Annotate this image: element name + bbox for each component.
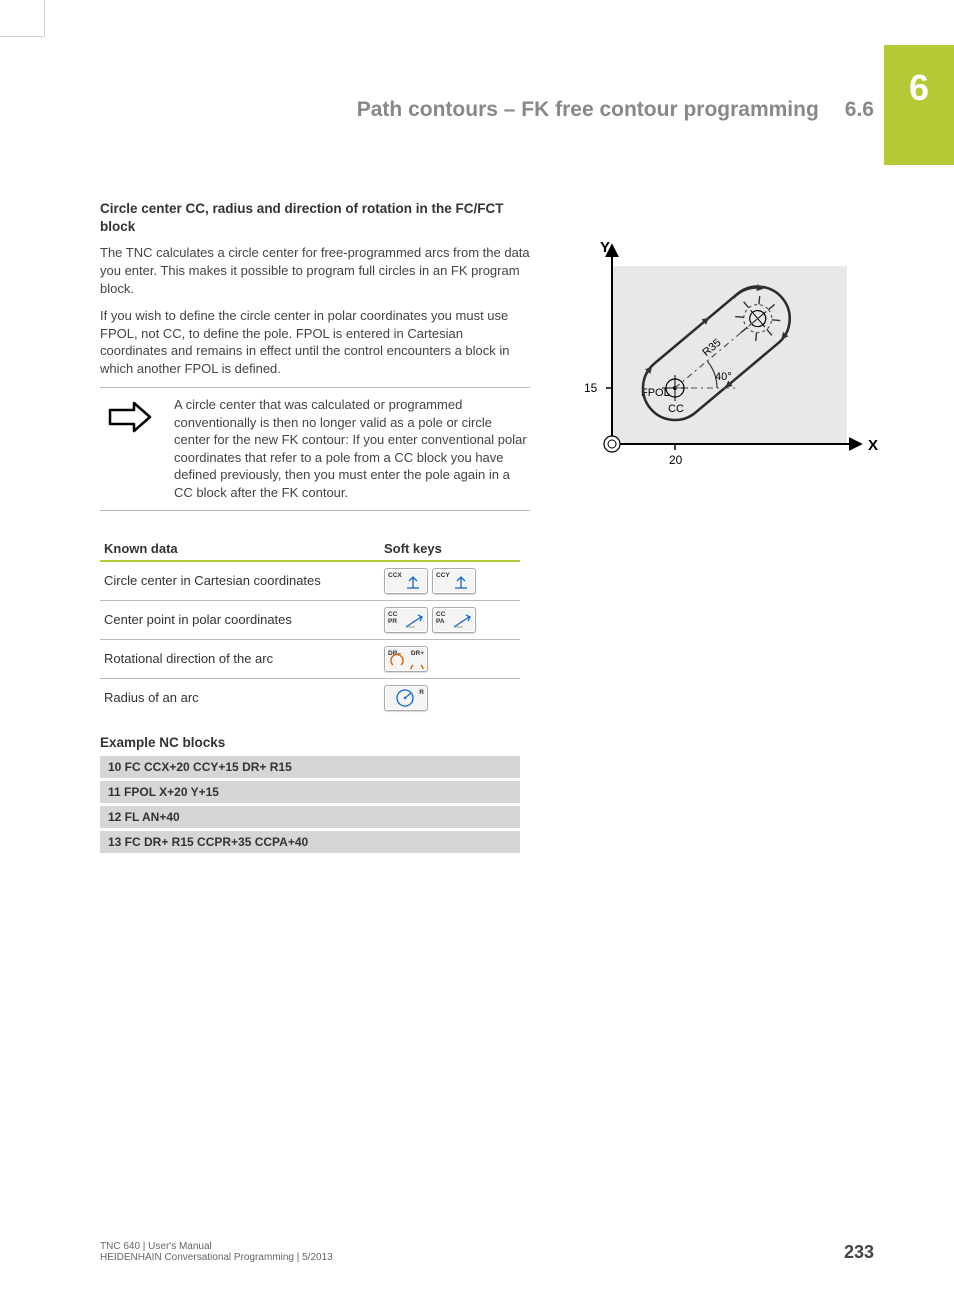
header-title: Path contours – FK free contour programm…: [357, 98, 819, 122]
known-data-cell: Circle center in Cartesian coordinates: [100, 561, 380, 601]
paragraph: If you wish to define the circle center …: [100, 307, 530, 377]
note-box: A circle center that was calculated or p…: [100, 387, 530, 510]
table-header-soft-keys: Soft keys: [380, 535, 520, 561]
example-title: Example NC blocks: [100, 735, 530, 750]
nc-code-line: 12 FL AN+40: [100, 806, 520, 828]
crop-mark-h: [0, 36, 44, 37]
known-data-table: Known data Soft keys Circle center in Ca…: [100, 535, 520, 717]
softkeys-cell: CCPRCCPA: [380, 600, 520, 639]
technical-diagram: X Y 20 15 CC FPOL: [560, 238, 880, 498]
softkey-button[interactable]: CCPA: [432, 607, 476, 633]
arrow-right-icon: [100, 396, 160, 434]
page-header: Path contours – FK free contour programm…: [100, 98, 874, 122]
softkeys-cell: DR–DR+: [380, 639, 520, 678]
known-data-cell: Radius of an arc: [100, 678, 380, 717]
cc-label: CC: [668, 403, 684, 415]
x-tick: 20: [669, 453, 683, 467]
angle-label: 40°: [715, 371, 732, 383]
softkey-button[interactable]: DR–DR+: [384, 646, 428, 672]
section-heading: Circle center CC, radius and direction o…: [100, 200, 530, 236]
softkeys-cell: R: [380, 678, 520, 717]
table-header-known-data: Known data: [100, 535, 380, 561]
main-column: Circle center CC, radius and direction o…: [100, 200, 530, 856]
nc-code-line: 11 FPOL X+20 Y+15: [100, 781, 520, 803]
header-section-number: 6.6: [845, 98, 874, 122]
y-tick: 15: [584, 381, 598, 395]
axis-x-label: X: [868, 437, 878, 454]
crop-mark-v: [44, 0, 45, 36]
known-data-cell: Rotational direction of the arc: [100, 639, 380, 678]
origin-icon: [604, 436, 620, 452]
footer-line-1: TNC 640 | User's Manual: [100, 1241, 333, 1252]
table-row: Radius of an arcR: [100, 678, 520, 717]
note-text: A circle center that was calculated or p…: [174, 396, 530, 501]
softkey-button[interactable]: CCPR: [384, 607, 428, 633]
footer-line-2: HEIDENHAIN Conversational Programming | …: [100, 1252, 333, 1263]
table-row: Center point in polar coordinatesCCPRCCP…: [100, 600, 520, 639]
softkey-button[interactable]: R: [384, 685, 428, 711]
known-data-cell: Center point in polar coordinates: [100, 600, 380, 639]
softkey-button[interactable]: CCY: [432, 568, 476, 594]
page-footer: TNC 640 | User's Manual HEIDENHAIN Conve…: [100, 1241, 874, 1263]
page-number: 233: [844, 1242, 874, 1263]
softkey-button[interactable]: CCX: [384, 568, 428, 594]
paragraph: The TNC calculates a circle center for f…: [100, 244, 530, 297]
chapter-tab: 6: [884, 45, 954, 165]
nc-code-line: 10 FC CCX+20 CCY+15 DR+ R15: [100, 756, 520, 778]
nc-code-line: 13 FC DR+ R15 CCPR+35 CCPA+40: [100, 831, 520, 853]
softkeys-cell: CCXCCY: [380, 561, 520, 601]
table-row: Rotational direction of the arcDR–DR+: [100, 639, 520, 678]
axis-y-label: Y: [600, 239, 610, 256]
table-row: Circle center in Cartesian coordinatesCC…: [100, 561, 520, 601]
